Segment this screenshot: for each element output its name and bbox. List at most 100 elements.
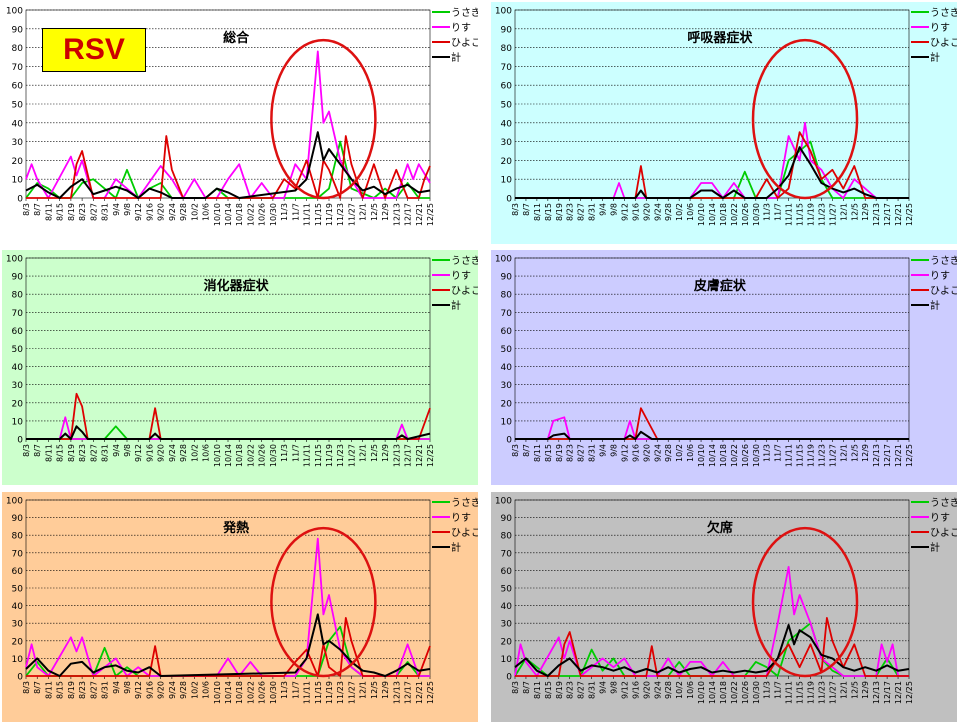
x-tick-label: 11/19 [807,203,816,226]
x-tick-label: 11/27 [347,444,356,467]
legend-label: 計 [451,299,461,312]
x-tick-label: 9/24 [653,444,662,462]
x-tick-label: 12/25 [905,444,914,467]
x-tick-label: 12/13 [392,444,401,467]
y-tick-label: 100 [6,7,23,17]
x-tick-label: 11/11 [303,681,312,704]
x-tick-label: 12/13 [392,681,401,704]
series-line-4 [25,131,431,199]
chart-background [491,492,957,722]
y-tick-label: 30 [501,381,513,391]
x-tick-label: 12/9 [861,444,870,462]
x-tick-label: 11/15 [314,203,323,226]
chart-kokyuki: 0 10 20 30 40 50 60 70 80 90 100 8/3 8/7 8/11 8/15 8/19… [491,2,957,244]
legend-label: ひよこ [451,37,478,49]
x-tick-label: 8/27 [89,681,98,699]
y-tick-label: 40 [12,119,24,129]
x-tick-label: 12/17 [883,203,892,226]
x-tick-label: 8/31 [588,681,597,699]
x-tick-label: 12/25 [905,681,914,704]
x-tick-label: 10/22 [246,681,255,704]
x-tick-label: 10/14 [224,203,233,226]
y-tick-label: 50 [501,101,513,111]
legend-label: 計 [930,299,940,312]
x-tick-label: 11/23 [817,681,826,704]
x-tick-label: 10/18 [235,444,244,467]
x-tick-label: 10/2 [675,681,684,699]
highlight-ellipse [270,38,377,200]
x-tick-label: 11/23 [336,681,345,704]
x-tick-label: 10/2 [675,203,684,221]
chart-background [491,250,957,485]
legend-label: ひよこ [930,37,957,49]
x-tick-label: 11/3 [280,203,289,221]
x-tick-label: 9/4 [112,681,121,694]
y-tick-label: 0 [506,673,512,683]
x-tick-label: 10/18 [719,681,728,704]
x-tick-label: 12/9 [381,444,390,462]
x-tick-label: 9/12 [620,444,629,462]
chart-shokaki: 0 10 20 30 40 50 60 70 80 90 100 8/3 8/7 8/11 8/15 8/19… [2,250,478,485]
x-tick-label: 12/21 [415,203,424,226]
x-tick-label: 9/16 [145,681,154,699]
x-tick-label: 9/16 [631,681,640,699]
x-tick-label: 11/7 [291,203,300,221]
x-tick-label: 9/28 [664,203,673,221]
y-tick-label: 100 [495,255,512,265]
x-tick-label: 10/6 [686,681,695,699]
chart-title: 呼吸器症状 [687,30,753,46]
y-tick-label: 30 [12,381,24,391]
highlight-ellipse [751,526,859,678]
chart-panel-kokyuki: 0 10 20 30 40 50 60 70 80 90 100 8/3 8/7 8/11 8/15 8/19… [491,2,957,244]
x-tick-label: 10/2 [675,444,684,462]
y-tick-label: 20 [12,637,24,647]
y-tick-label: 100 [6,497,23,507]
x-tick-label: 10/10 [697,203,706,226]
x-tick-label: 12/21 [415,681,424,704]
y-tick-label: 50 [12,101,24,111]
y-tick-label: 10 [501,417,513,427]
x-tick-label: 11/15 [796,681,805,704]
x-tick-label: 8/23 [78,681,87,699]
x-tick-label: 12/13 [872,444,881,467]
x-tick-label: 9/24 [168,203,177,221]
x-tick-label: 9/20 [157,203,166,221]
x-tick-label: 9/20 [642,203,651,221]
x-tick-label: 8/27 [577,444,586,462]
y-tick-label: 100 [6,255,23,265]
x-tick-label: 8/15 [56,444,65,462]
x-tick-label: 12/9 [861,203,870,221]
x-tick-label: 12/1 [839,203,848,221]
legend-label: 計 [451,51,461,64]
y-tick-label: 10 [501,176,513,186]
x-tick-label: 8/19 [67,203,76,221]
x-tick-label: 8/15 [544,444,553,462]
y-tick-label: 50 [501,585,513,595]
x-tick-label: 11/15 [314,444,323,467]
chart-title: 皮膚症状 [693,278,747,294]
highlight-ellipse [270,526,377,678]
x-tick-label: 12/9 [381,681,390,699]
x-tick-label: 10/10 [697,444,706,467]
x-tick-label: 9/24 [168,444,177,462]
x-tick-label: 10/10 [213,203,222,226]
x-tick-label: 12/21 [894,444,903,467]
x-tick-label: 10/10 [697,681,706,704]
x-tick-label: 11/7 [774,681,783,699]
x-tick-label: 10/14 [224,681,233,704]
y-tick-label: 10 [12,655,24,665]
y-tick-label: 80 [12,291,24,301]
x-tick-label: 11/19 [325,203,334,226]
x-tick-label: 8/15 [544,203,553,221]
series-line-3 [515,131,909,199]
series-line-4 [515,430,909,440]
x-tick-label: 8/3 [22,203,31,216]
y-tick-label: 10 [501,655,513,665]
x-tick-label: 12/25 [426,203,435,226]
y-tick-label: 80 [12,44,24,54]
x-tick-label: 11/27 [347,681,356,704]
x-tick-label: 10/14 [708,681,717,704]
y-tick-label: 30 [501,620,513,630]
y-tick-label: 20 [501,637,513,647]
x-tick-label: 10/26 [741,444,750,467]
